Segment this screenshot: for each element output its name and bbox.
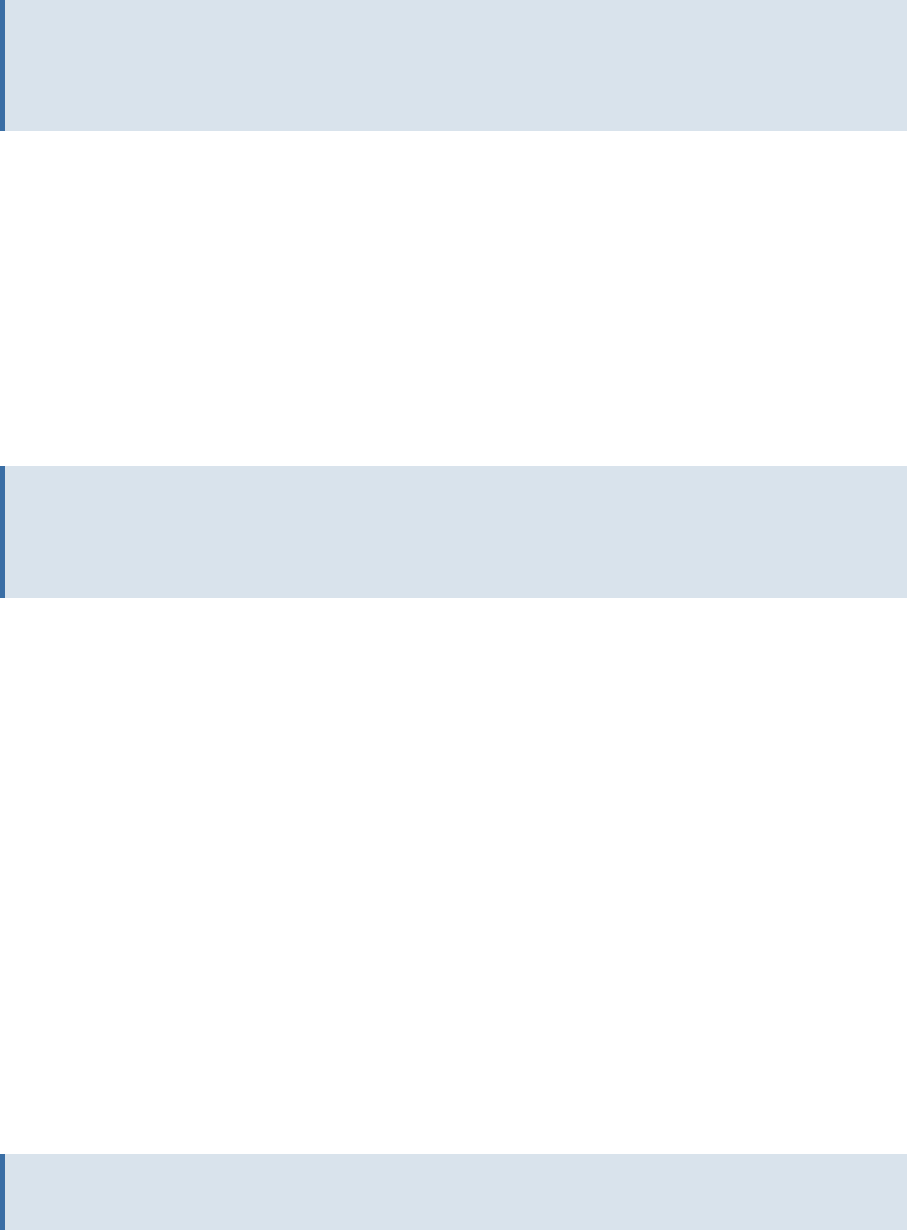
info-panel: [0, 0, 907, 131]
info-panel: [0, 1154, 907, 1230]
info-panel: [0, 466, 907, 598]
